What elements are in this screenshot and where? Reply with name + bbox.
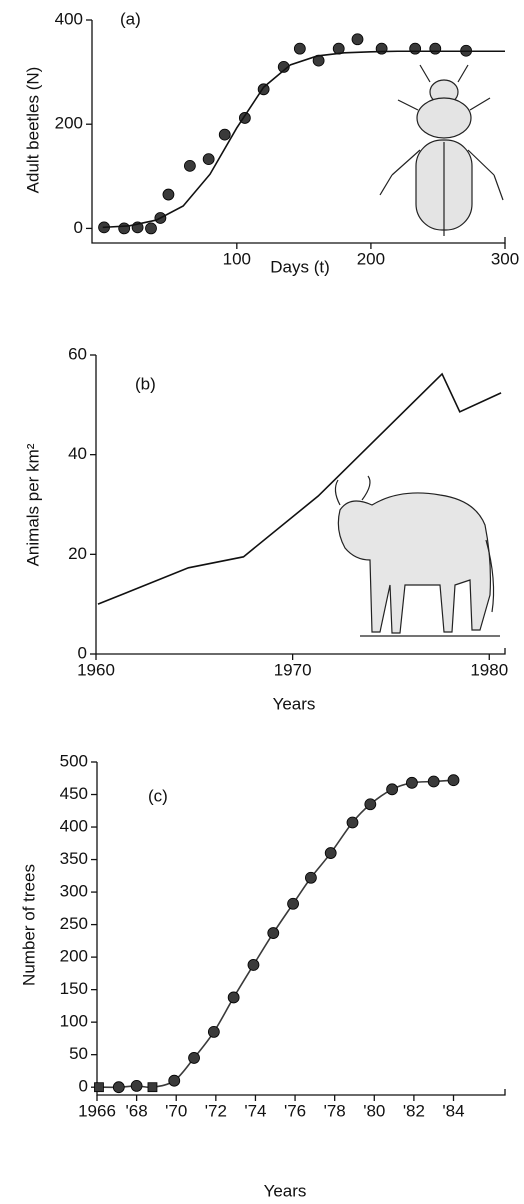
x-axis-label: Years bbox=[273, 694, 316, 713]
y-tick-label: 40 bbox=[68, 444, 87, 463]
y-tick-label: 400 bbox=[60, 817, 88, 836]
y-tick-label: 20 bbox=[68, 544, 87, 563]
x-tick-label: '84 bbox=[442, 1101, 464, 1120]
x-axis-label: Years bbox=[264, 1181, 307, 1200]
data-point bbox=[294, 43, 305, 54]
y-tick-label: 0 bbox=[74, 218, 83, 237]
data-point bbox=[146, 223, 157, 234]
data-point bbox=[365, 799, 376, 810]
y-tick-label: 250 bbox=[60, 914, 88, 933]
panel-label: (c) bbox=[148, 786, 168, 805]
x-tick-label: 300 bbox=[491, 249, 519, 268]
panel-label: (a) bbox=[120, 9, 141, 28]
y-axis-label: Animals per km² bbox=[23, 443, 42, 566]
data-point bbox=[208, 1026, 219, 1037]
data-point bbox=[428, 776, 439, 787]
x-axis-label: Days (t) bbox=[270, 257, 330, 276]
x-tick-label: 1960 bbox=[77, 660, 115, 679]
data-point bbox=[148, 1083, 157, 1092]
data-point bbox=[94, 1083, 103, 1092]
x-tick-label: 1966 bbox=[78, 1101, 116, 1120]
x-tick-label: '72 bbox=[205, 1101, 227, 1120]
x-tick-label: 1980 bbox=[470, 660, 508, 679]
beetle-illustration bbox=[380, 65, 503, 236]
data-point bbox=[347, 817, 358, 828]
y-tick-label: 0 bbox=[79, 1077, 88, 1096]
y-tick-label: 350 bbox=[60, 849, 88, 868]
axes bbox=[97, 762, 505, 1095]
data-point bbox=[113, 1082, 124, 1093]
x-tick-label: '70 bbox=[165, 1101, 187, 1120]
data-point bbox=[288, 898, 299, 909]
y-tick-label: 500 bbox=[60, 751, 88, 770]
data-point bbox=[189, 1052, 200, 1063]
data-point bbox=[119, 223, 130, 234]
x-tick-label: 100 bbox=[223, 249, 251, 268]
x-tick-label: '74 bbox=[244, 1101, 266, 1120]
y-axis-label: Number of trees bbox=[19, 864, 38, 986]
data-point bbox=[410, 43, 421, 54]
x-tick-label: '80 bbox=[363, 1101, 385, 1120]
y-tick-label: 200 bbox=[55, 114, 83, 133]
data-point bbox=[268, 928, 279, 939]
y-tick-label: 400 bbox=[55, 9, 83, 28]
data-point bbox=[406, 777, 417, 788]
figure: (a)Days (t)Adult beetles (N)020040010020… bbox=[0, 0, 524, 1204]
y-tick-label: 300 bbox=[60, 882, 88, 901]
y-tick-label: 150 bbox=[60, 979, 88, 998]
x-tick-label: 200 bbox=[357, 249, 385, 268]
chart-panel: (c) Years Number of trees 0 50 100 150 200 250 30… bbox=[19, 751, 505, 1200]
data-point bbox=[305, 872, 316, 883]
y-tick-label: 50 bbox=[69, 1044, 88, 1063]
data-point bbox=[184, 160, 195, 171]
data-point bbox=[448, 775, 459, 786]
panel-label: (b) bbox=[135, 374, 156, 393]
data-point bbox=[387, 784, 398, 795]
y-tick-label: 60 bbox=[68, 344, 87, 363]
x-tick-label: '82 bbox=[403, 1101, 425, 1120]
y-axis-label: Adult beetles (N) bbox=[23, 67, 42, 194]
data-point bbox=[325, 848, 336, 859]
data-point bbox=[169, 1075, 180, 1086]
x-tick-label: '68 bbox=[126, 1101, 148, 1120]
data-point bbox=[376, 43, 387, 54]
data-point bbox=[228, 992, 239, 1003]
y-tick-label: 100 bbox=[60, 1012, 88, 1031]
data-point bbox=[163, 189, 174, 200]
y-tick-label: 450 bbox=[60, 784, 88, 803]
data-point bbox=[430, 43, 441, 54]
x-tick-label: 1970 bbox=[274, 660, 312, 679]
data-point bbox=[203, 154, 214, 165]
data-point bbox=[131, 1080, 142, 1091]
y-tick-label: 200 bbox=[60, 947, 88, 966]
data-point bbox=[219, 129, 230, 140]
x-tick-label: '76 bbox=[284, 1101, 306, 1120]
data-point bbox=[352, 34, 363, 45]
data-point bbox=[248, 959, 259, 970]
x-tick-label: '78 bbox=[324, 1101, 346, 1120]
wildebeest-illustration bbox=[335, 476, 500, 636]
